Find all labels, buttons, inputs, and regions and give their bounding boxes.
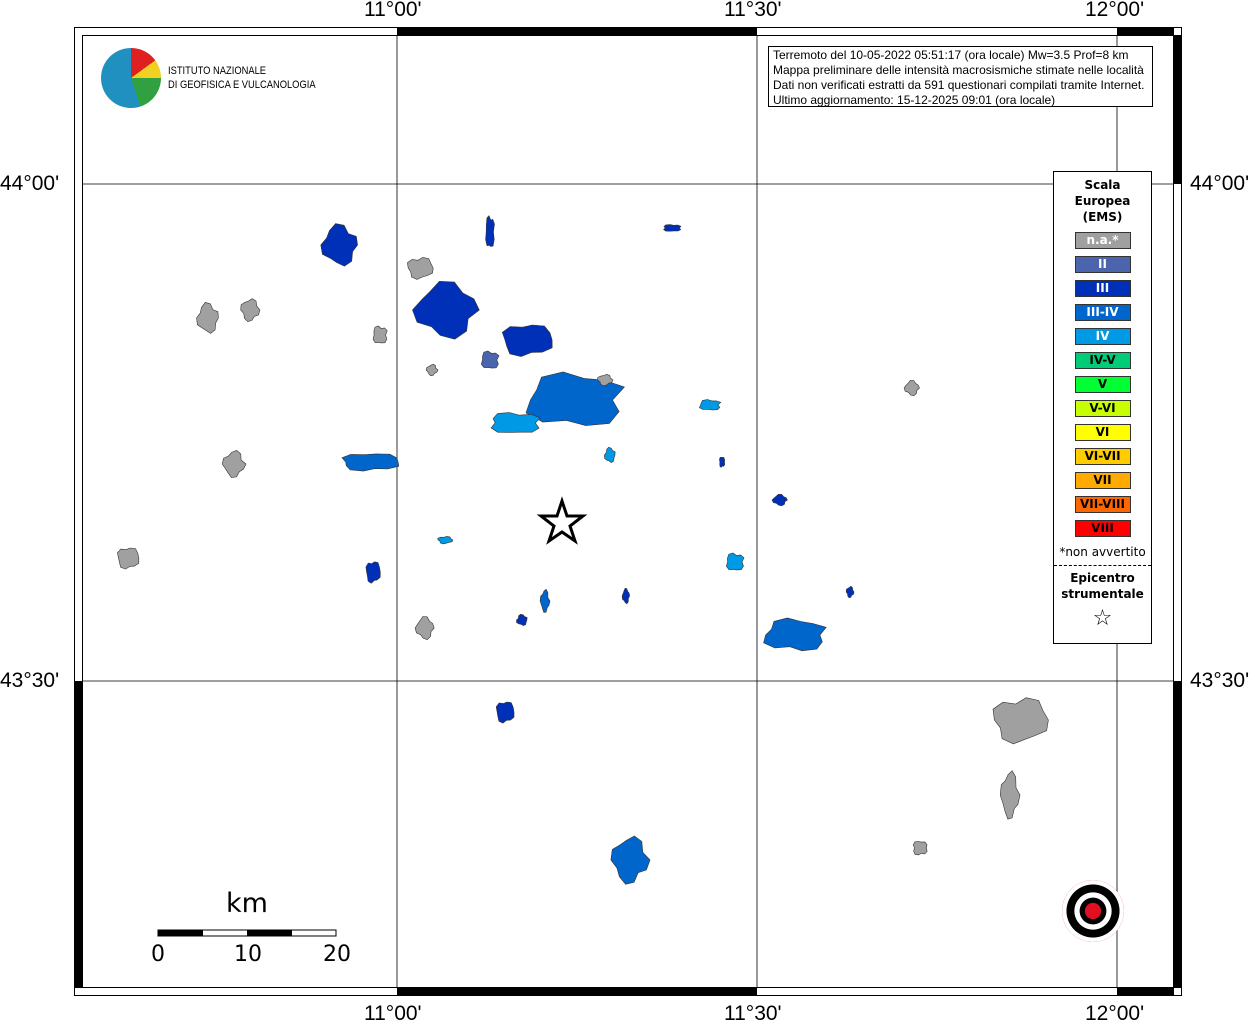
star-icon: ☆ [1092, 606, 1113, 631]
legend: Scala Europea (EMS) n.a.* II III III-IV IV IV… [1053, 171, 1152, 644]
municipality-area [903, 380, 920, 397]
graticule [82, 35, 1174, 988]
scale-label: 10 [234, 942, 262, 967]
lat-tick: 44°00' [1190, 172, 1250, 195]
scale-bar [157, 929, 337, 937]
legend-swatch: VII-VIII [1074, 496, 1131, 513]
municipality-area [490, 412, 541, 433]
legend-swatch: V [1074, 376, 1131, 393]
municipality-area [912, 841, 928, 856]
municipality-area [725, 552, 745, 571]
municipality-area [719, 456, 726, 468]
legend-swatch: III-IV [1074, 304, 1131, 321]
municipality-area [221, 450, 247, 478]
municipality-area [341, 453, 400, 472]
logo-line2: DI GEOFISICA E VULCANOLOGIA [168, 79, 316, 91]
municipality-area [699, 399, 722, 411]
municipality-area [539, 588, 551, 613]
municipality-area [992, 697, 1049, 745]
map-frame-bars [74, 27, 1182, 996]
municipality-area [845, 585, 855, 599]
municipality-area [320, 223, 358, 267]
lon-tick: 12°00' [1085, 0, 1145, 21]
municipality-area [240, 298, 261, 323]
lon-tick: 11°00' [364, 1002, 422, 1025]
municipality-area [621, 587, 630, 605]
info-line: Ultimo aggiornamento: 15-12-2025 09:01 (… [773, 93, 1056, 107]
municipality-area [604, 446, 616, 463]
scale-unit: km [226, 888, 268, 919]
scale-label: 20 [323, 942, 351, 967]
legend-swatch: III [1074, 280, 1131, 297]
lat-tick: 44°00' [0, 172, 60, 195]
lon-tick: 12°00' [1085, 1002, 1145, 1025]
municipality-area [480, 350, 500, 369]
scale-label: 0 [151, 942, 165, 967]
info-line: Terremoto del 10-05-2022 05:51:17 (ora l… [773, 48, 1129, 62]
legend-swatch: n.a.* [1074, 232, 1131, 249]
municipality-area [516, 613, 528, 626]
epicenter-star [536, 496, 588, 545]
legend-title: Scala Europea (EMS) [1074, 178, 1131, 224]
municipality-area [485, 215, 495, 247]
logo-line1: ISTITUTO NAZIONALE [168, 65, 267, 77]
municipality-area [425, 363, 439, 377]
municipality-area [771, 493, 788, 507]
lat-tick: 43°30' [0, 669, 60, 692]
municipality-area [407, 257, 434, 280]
municipality-area [414, 616, 435, 641]
legend-swatch: VI [1074, 424, 1131, 441]
municipality-area [196, 302, 219, 334]
legend-swatch: II [1074, 256, 1131, 273]
legend-swatch: VIII [1074, 520, 1131, 537]
ingv-logo [101, 48, 161, 108]
haisentito-logo [1062, 880, 1124, 942]
municipality-area [372, 325, 388, 344]
lon-tick: 11°30' [724, 1002, 782, 1025]
municipality-area [117, 547, 140, 570]
legend-swatch: IV-V [1074, 352, 1131, 369]
lon-tick: 11°30' [724, 0, 782, 21]
info-box: Terremoto del 10-05-2022 05:51:17 (ora l… [768, 46, 1153, 107]
lon-tick: 11°00' [364, 0, 422, 21]
epicenter-label: Epicentro strumentale [1061, 571, 1144, 601]
municipality-area [437, 536, 454, 545]
municipality-area [412, 280, 480, 340]
legend-swatch: IV [1074, 328, 1131, 345]
municipality-area [495, 701, 515, 724]
info-line: Dati non verificati estratti da 591 ques… [773, 78, 1145, 92]
municipality-area [999, 770, 1021, 820]
municipality-area [365, 561, 381, 584]
lat-tick: 43°30' [1190, 669, 1250, 692]
municipality-area [501, 324, 553, 357]
municipality-area [663, 224, 682, 232]
municipality-area [597, 373, 614, 387]
municipality-area [610, 835, 651, 885]
legend-swatch: V-VI [1074, 400, 1131, 417]
municipality-area [763, 617, 827, 652]
legend-swatch: VI-VII [1074, 448, 1131, 465]
legend-note: *non avvertito [1059, 545, 1146, 559]
info-line: Mappa preliminare delle intensità macros… [773, 63, 1144, 77]
brand-text: www.haisentitoilterremoto.it [1032, 966, 1033, 967]
legend-swatch: VII [1074, 472, 1131, 489]
